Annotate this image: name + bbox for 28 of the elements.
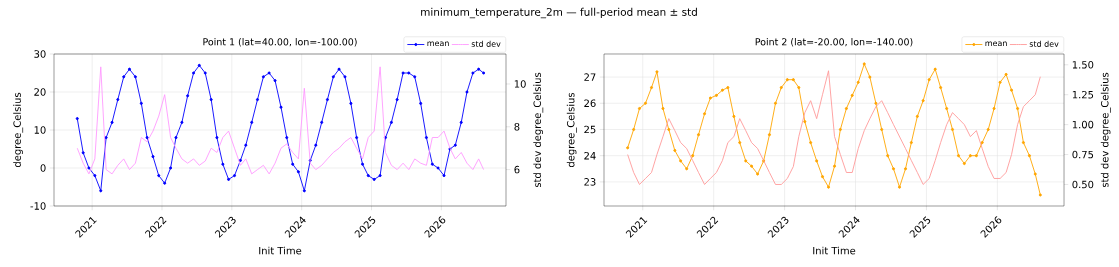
y-tick-label: 25 <box>584 125 596 134</box>
y-tick-label: 23 <box>584 178 596 186</box>
y-axis-title: degree_Celsius <box>13 92 24 168</box>
y2-axis-title: std dev degree_Celsius <box>533 72 544 188</box>
y-tick-label: 30 <box>34 50 46 58</box>
chart-title: Point 2 (lat=-20.00, lon=-140.00) <box>755 38 913 47</box>
y2-tick-label: 0.75 <box>1072 150 1094 159</box>
y2-tick-label: 1.25 <box>1072 90 1094 99</box>
y2-tick-label: 1.00 <box>1072 120 1094 129</box>
y2-tick-label: 8 <box>514 123 520 131</box>
y-tick-label: 26 <box>584 99 596 108</box>
line-series <box>76 66 485 175</box>
y2-tick-label: 0.50 <box>1072 180 1094 189</box>
y-tick-label: -10 <box>30 202 46 210</box>
y-tick-label: 10 <box>34 126 46 134</box>
y2-tick-label: 6 <box>514 165 520 174</box>
y-tick-label: 27 <box>584 73 596 81</box>
y-axis-title: degree_Celsius <box>566 92 577 168</box>
y2-tick-label: 1.50 <box>1072 60 1094 69</box>
y-tick-label: 24 <box>584 151 596 160</box>
x-axis-title: Init Time <box>813 246 856 255</box>
y-tick-label: 0 <box>40 164 46 172</box>
y-tick-label: 20 <box>34 88 46 96</box>
x-axis-title: Init Time <box>259 246 302 255</box>
y2-tick-label: 10 <box>514 80 526 88</box>
chart-title: Point 1 (lat=40.00, lon=-100.00) <box>203 38 357 47</box>
text: minimum_temperature_2m — full-period mean ± std <box>421 7 697 19</box>
y2-axis-title: std dev degree_Celsius <box>1100 72 1111 188</box>
